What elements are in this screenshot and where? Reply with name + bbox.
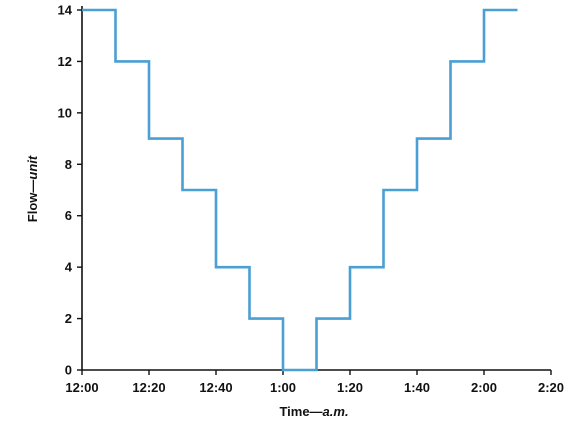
x-tick-label: 2:20 xyxy=(538,380,564,395)
tick-labels: 0 2 4 6 8 10 12 14 12:00 12:20 12:40 1:00 1:20 1:40 2:… xyxy=(58,3,564,396)
x-tick-label: 1:20 xyxy=(337,380,363,395)
y-tick-label: 8 xyxy=(65,157,72,172)
x-tick-label: 12:00 xyxy=(65,380,98,395)
y-tick-label: 6 xyxy=(65,208,72,223)
y-tick-label: 0 xyxy=(65,363,72,378)
x-tick-label: 12:40 xyxy=(199,380,232,395)
y-tick-label: 10 xyxy=(58,105,72,120)
y-tick-label: 14 xyxy=(58,3,73,18)
x-tick-label: 2:00 xyxy=(471,380,497,395)
series-group xyxy=(82,8,518,372)
x-tick-label: 1:00 xyxy=(270,380,296,395)
x-tick-label: 12:20 xyxy=(132,380,165,395)
x-tick-label: 1:40 xyxy=(404,380,430,395)
x-axis-title: Time—a.m. xyxy=(279,404,348,419)
y-tick-label: 2 xyxy=(65,311,72,326)
ticks xyxy=(77,9,552,375)
y-axis-title: Flow—unit xyxy=(25,155,40,222)
y-tick-label: 12 xyxy=(58,54,72,69)
series-line-1 xyxy=(82,8,518,372)
y-tick-label: 4 xyxy=(65,260,73,275)
